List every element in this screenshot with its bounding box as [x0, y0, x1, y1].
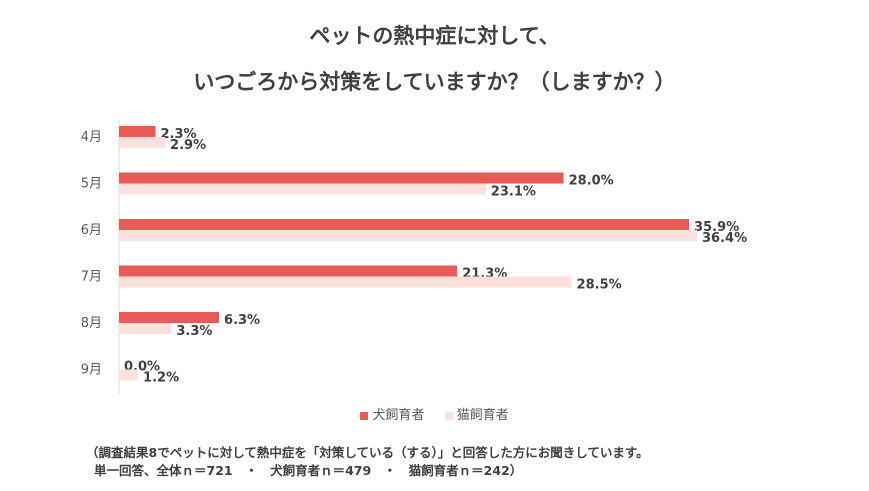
data-label: 2.3%	[161, 127, 197, 142]
category-label: 7月	[81, 270, 102, 285]
category-label: 5月	[81, 177, 102, 192]
bar-cat	[119, 323, 172, 334]
bar-cat	[119, 230, 697, 241]
chart-subtitle: いつごろから対策をしていますか？（しますか？）	[193, 70, 676, 94]
category-label: 8月	[81, 316, 102, 331]
legend-swatch-dog	[360, 411, 369, 420]
data-label: 35.9%	[694, 220, 739, 235]
bar-dog	[119, 312, 220, 323]
data-label: 3.3%	[176, 324, 212, 339]
bar-cat	[119, 137, 166, 148]
chart-title: ペットの熱中症に対して、	[309, 24, 560, 48]
legend-item-dog: 犬飼育者	[360, 404, 424, 423]
data-label: 28.5%	[577, 278, 622, 293]
data-label: 23.1%	[491, 185, 536, 200]
legend-item-cat: 猫飼育者	[444, 404, 509, 423]
category-label: 4月	[81, 130, 102, 145]
category-label: 6月	[81, 223, 102, 238]
bar-dog	[119, 172, 564, 184]
bar-cat	[119, 369, 139, 381]
data-label: 2.9%	[170, 138, 206, 153]
legend-swatch-cat	[444, 411, 453, 420]
bar-dog	[119, 265, 458, 277]
data-label: 36.4%	[702, 231, 747, 246]
legend-label-cat: 猫飼育者	[456, 408, 509, 423]
legend-label-dog: 犬飼育者	[372, 408, 425, 423]
bar-cat	[119, 276, 572, 288]
survey-note-line1: （調査結果8でペットに対して熱中症を「対策している（する）」と回答した方にお聞き…	[86, 445, 649, 460]
survey-note-line2: 単一回答、全体ｎ＝721 ・ 犬飼育者ｎ＝479 ・ 猫飼育者ｎ＝242）	[94, 463, 523, 478]
bar-cat	[119, 183, 486, 195]
bar-dog	[119, 219, 690, 230]
category-label: 9月	[81, 363, 102, 378]
data-label: 28.0%	[569, 174, 614, 189]
bar-dog	[119, 126, 156, 137]
legend: 犬飼育者 猫飼育者	[0, 404, 869, 423]
data-label: 6.3%	[224, 313, 260, 328]
data-label: 1.2%	[143, 371, 179, 386]
